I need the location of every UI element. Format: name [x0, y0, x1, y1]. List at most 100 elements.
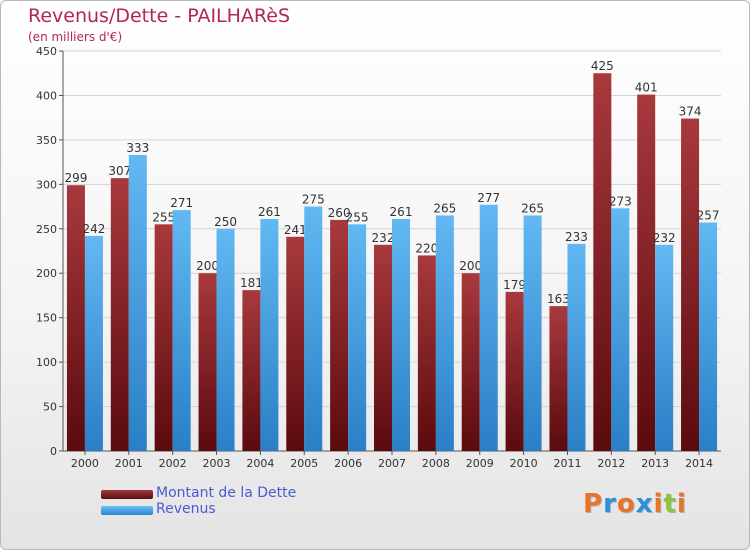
y-tick-label: 200 [36, 267, 57, 280]
bar-dette [681, 118, 700, 452]
bar-dette [286, 236, 305, 451]
x-tick-label: 2007 [378, 457, 406, 470]
data-label: 232 [653, 231, 676, 245]
data-label: 257 [697, 209, 720, 223]
x-tick-label: 2005 [290, 457, 318, 470]
logo-letter: i [676, 489, 687, 519]
x-tick-label: 2006 [334, 457, 362, 470]
bar-dette [549, 306, 568, 451]
data-label: 277 [477, 191, 500, 205]
bar-dette [417, 255, 436, 451]
data-label: 255 [346, 210, 369, 224]
data-label: 275 [302, 193, 325, 207]
legend-swatch-revenus [101, 506, 153, 515]
y-tick-label: 250 [36, 223, 57, 236]
data-label: 401 [635, 81, 658, 95]
bar-revenus [655, 244, 674, 451]
y-tick-label: 150 [36, 312, 57, 325]
logo-letter: i [653, 489, 664, 519]
bar-revenus [567, 243, 586, 451]
proxiti-logo: Proxiti [583, 489, 687, 519]
bar-revenus [128, 155, 147, 451]
bar-dette [330, 219, 349, 451]
bar-revenus [435, 215, 454, 451]
data-label: 163 [547, 292, 570, 306]
data-label: 261 [258, 205, 281, 219]
logo-letter: t [663, 489, 677, 519]
data-label: 200 [459, 259, 482, 273]
data-label: 250 [214, 215, 237, 229]
data-label: 273 [609, 194, 632, 208]
bar-revenus [304, 206, 323, 451]
bar-dette [593, 73, 612, 451]
bar-revenus [84, 235, 103, 451]
bar-dette [154, 224, 173, 451]
x-tick-label: 2009 [466, 457, 494, 470]
y-tick-label: 350 [36, 134, 57, 147]
bar-revenus [392, 219, 410, 451]
data-label: 299 [64, 171, 87, 185]
x-tick-label: 2008 [422, 457, 450, 470]
chart-subtitle: (en milliers d'€) [28, 30, 123, 44]
bar-dette [110, 178, 129, 451]
data-label: 307 [108, 164, 131, 178]
data-label: 271 [170, 196, 193, 210]
data-label: 220 [415, 241, 438, 255]
logo-letter: P [583, 489, 604, 519]
bar-dette [461, 273, 480, 451]
x-tick-label: 2012 [597, 457, 625, 470]
data-label: 179 [503, 278, 526, 292]
bar-revenus [523, 215, 542, 451]
bar-revenus [172, 210, 191, 451]
bar-revenus [348, 224, 367, 451]
data-label: 233 [565, 230, 588, 244]
logo-letter: r [603, 489, 617, 519]
bar-revenus [216, 228, 235, 451]
data-label: 255 [152, 210, 175, 224]
y-tick-label: 100 [36, 356, 57, 369]
data-label: 425 [591, 59, 614, 73]
logo-letter: x [635, 489, 654, 519]
bar-dette [505, 291, 524, 451]
bar-revenus [479, 204, 498, 451]
chart-title: Revenus/Dette - PAILHARèS [28, 5, 291, 27]
y-tick-label: 0 [50, 445, 57, 458]
x-tick-label: 2003 [203, 457, 231, 470]
x-tick-label: 2014 [685, 457, 713, 470]
bar-revenus [699, 222, 718, 451]
y-tick-label: 50 [43, 401, 57, 414]
legend-label-dette: Montant de la Dette [156, 485, 297, 501]
y-tick-label: 300 [36, 178, 57, 191]
x-tick-label: 2004 [246, 457, 274, 470]
bar-dette [198, 273, 217, 451]
y-tick-label: 400 [36, 89, 57, 102]
data-label: 232 [372, 231, 395, 245]
data-label: 261 [390, 205, 413, 219]
x-tick-label: 2013 [641, 457, 669, 470]
data-label: 181 [240, 276, 263, 290]
x-tick-label: 2010 [510, 457, 538, 470]
bar-dette [637, 94, 656, 452]
legend-label-revenus: Revenus [156, 501, 216, 517]
bar-dette [66, 185, 85, 451]
logo-letter: o [616, 489, 636, 519]
data-label: 265 [521, 201, 544, 215]
x-tick-label: 2001 [115, 457, 143, 470]
data-label: 265 [433, 201, 456, 215]
x-tick-label: 2002 [159, 457, 187, 470]
data-label: 333 [126, 141, 149, 155]
data-label: 374 [679, 105, 702, 119]
data-label: 200 [196, 259, 219, 273]
y-tick-label: 450 [36, 45, 57, 58]
x-tick-label: 2011 [553, 457, 581, 470]
bar-dette [242, 290, 261, 451]
x-tick-label: 2000 [71, 457, 99, 470]
legend-swatch-dette [101, 490, 153, 499]
bar-dette [374, 244, 392, 451]
data-label: 260 [328, 206, 351, 220]
bar-revenus [611, 208, 630, 451]
bar-revenus [260, 219, 279, 451]
data-label: 242 [82, 222, 105, 236]
